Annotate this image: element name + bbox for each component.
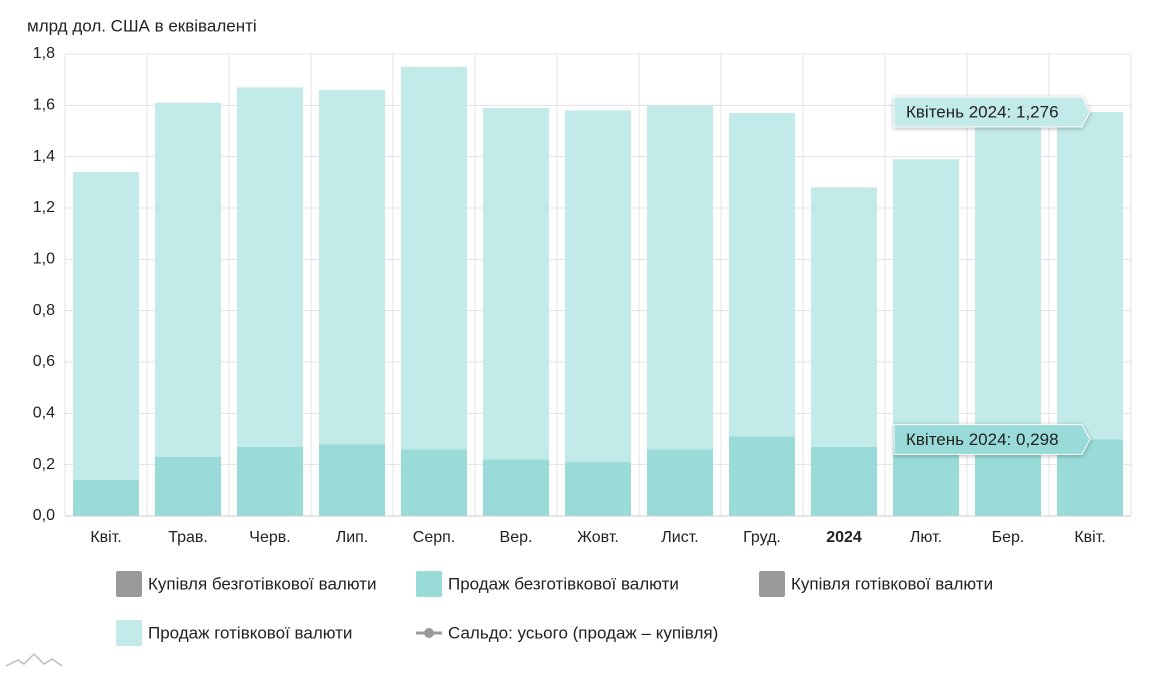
bar xyxy=(811,446,877,516)
bar xyxy=(155,456,221,516)
legend-symbol xyxy=(116,571,142,597)
bar xyxy=(893,159,959,447)
bar xyxy=(565,110,631,463)
x-tick-label: Квіт. xyxy=(90,529,121,546)
y-tick-label: 1,0 xyxy=(33,251,55,268)
x-tick-label: Лист. xyxy=(661,529,698,546)
bar xyxy=(401,449,467,516)
x-tick-label: Серп. xyxy=(413,529,455,546)
logo xyxy=(5,652,63,667)
legend-label[interactable]: Продаж готівкової валюти xyxy=(148,623,352,642)
bar xyxy=(237,87,303,447)
bar xyxy=(975,444,1041,516)
bar xyxy=(647,449,713,516)
bar xyxy=(565,462,631,516)
x-tick-label: Лют. xyxy=(910,529,942,546)
y-tick-label: 0,8 xyxy=(33,302,55,319)
y-tick-label: 1,8 xyxy=(33,45,55,62)
legend-symbol xyxy=(759,571,785,597)
bar xyxy=(401,66,467,450)
y-tick-label: 0,4 xyxy=(33,405,55,422)
x-tick-label: Груд. xyxy=(743,529,781,546)
bar xyxy=(483,459,549,516)
y-tick-label: 0,2 xyxy=(33,456,55,473)
bar xyxy=(237,446,303,516)
x-tick-label: Черв. xyxy=(249,529,290,546)
legend-label[interactable]: Купівля готівкової валюти xyxy=(791,574,993,593)
x-tick-label: Вер. xyxy=(500,529,533,546)
y-tick-label: 1,4 xyxy=(33,148,55,165)
bar xyxy=(975,118,1041,445)
x-tick-label: Квіт. xyxy=(1074,529,1105,546)
legend-label[interactable]: Купівля безготівкової валюти xyxy=(148,574,377,593)
y-tick-label: 1,2 xyxy=(33,199,55,216)
x-tick-label: Жовт. xyxy=(577,529,619,546)
bar xyxy=(811,187,877,447)
tooltip-box xyxy=(893,96,1091,128)
y-tick-label: 0,6 xyxy=(33,353,55,370)
tooltip-text: Квітень 2024: 1,276 xyxy=(906,102,1059,121)
y-tick-label: 1,6 xyxy=(33,97,55,114)
x-tick-label: Трав. xyxy=(168,529,208,546)
legend-symbol xyxy=(424,628,434,638)
legend-symbol xyxy=(116,620,142,646)
bar xyxy=(729,113,795,437)
bar xyxy=(155,102,221,457)
bar xyxy=(319,444,385,516)
x-tick-label: Лип. xyxy=(336,529,369,546)
tooltip-box xyxy=(893,424,1091,456)
bar xyxy=(483,107,549,460)
y-axis-label: млрд дол. США в еквіваленті xyxy=(27,16,257,35)
x-tick-label: Бер. xyxy=(992,529,1025,546)
bar xyxy=(647,105,713,450)
bar xyxy=(729,436,795,516)
legend-label[interactable]: Продаж безготівкової валюти xyxy=(448,574,679,593)
bar xyxy=(893,446,959,516)
bar xyxy=(319,89,385,445)
legend-label[interactable]: Сальдо: усього (продаж – купівля) xyxy=(448,623,718,642)
tooltip-text: Квітень 2024: 0,298 xyxy=(906,430,1059,449)
bar xyxy=(73,480,139,516)
x-tick-label: 2024 xyxy=(826,529,862,546)
bar xyxy=(73,172,139,481)
legend-symbol xyxy=(416,571,442,597)
bar xyxy=(1057,112,1123,440)
y-tick-label: 0,0 xyxy=(33,507,55,524)
